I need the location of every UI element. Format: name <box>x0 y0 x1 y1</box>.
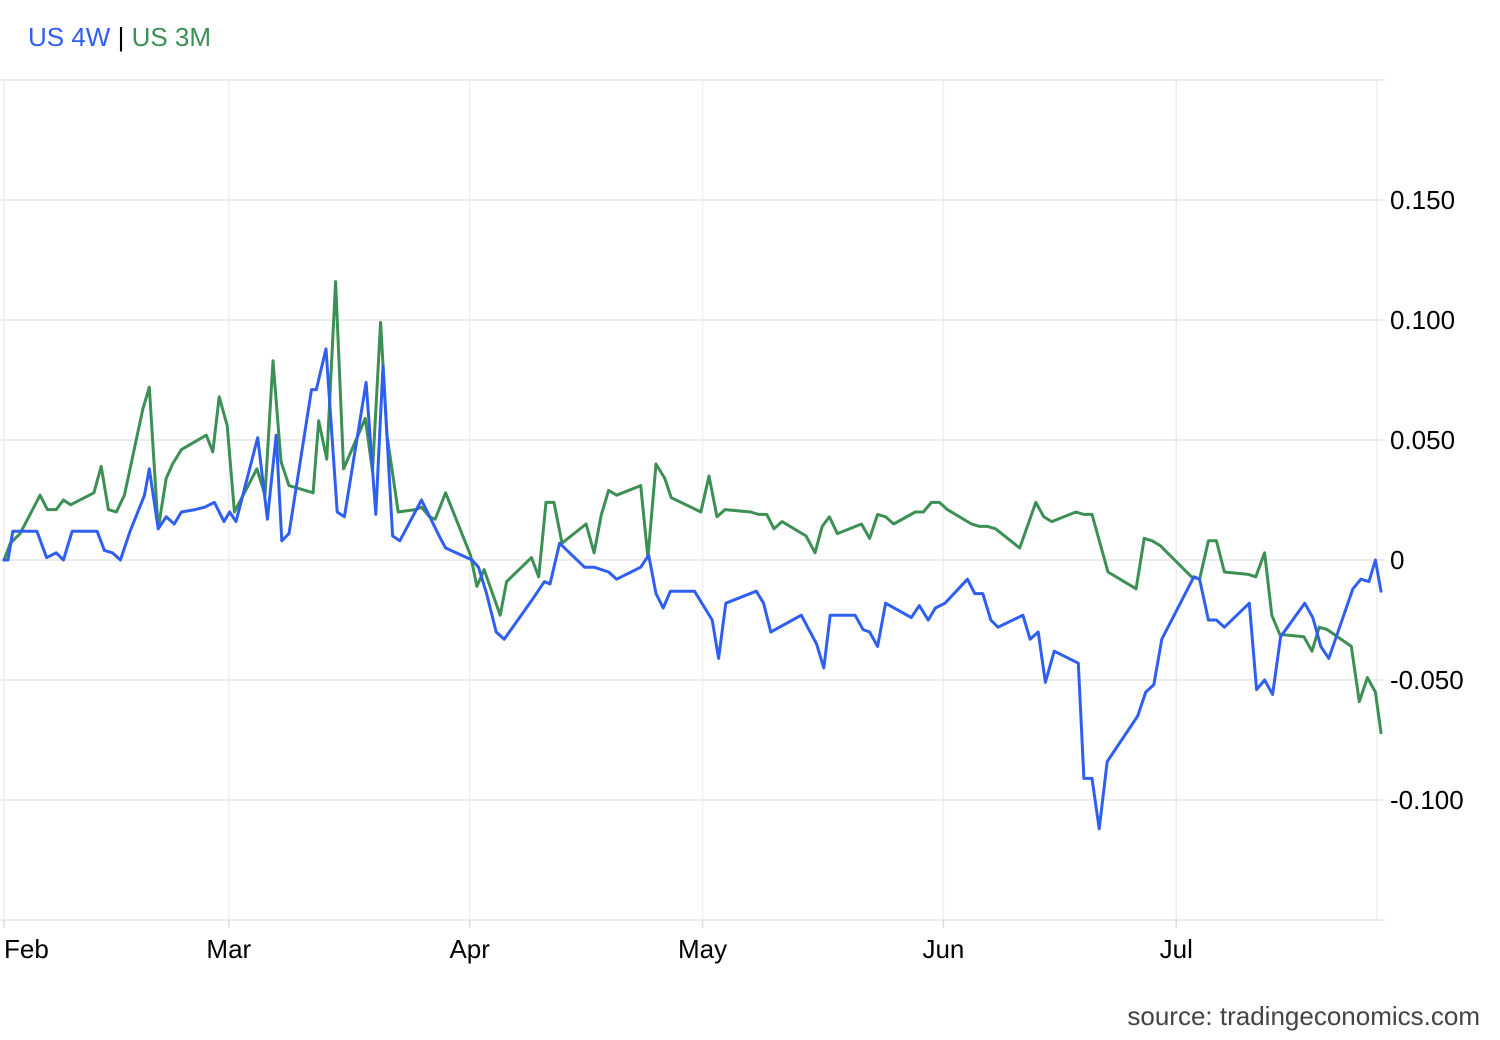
series-line-us-3m[interactable] <box>2 280 1383 735</box>
y-tick-label: 0.050 <box>1390 425 1455 455</box>
x-tick-label: Feb <box>4 934 49 964</box>
y-tick-label: -0.100 <box>1390 785 1464 815</box>
y-tick-label: 0 <box>1390 545 1404 575</box>
x-tick-label: May <box>678 934 727 964</box>
x-tick-label: Apr <box>449 934 490 964</box>
x-tick-label: Jul <box>1160 934 1193 964</box>
x-tick-label: Jun <box>922 934 964 964</box>
legend-series-0[interactable]: US 4W <box>28 22 111 52</box>
x-tick-label: Mar <box>206 934 251 964</box>
grid <box>0 79 1385 928</box>
y-tick-label: -0.050 <box>1390 665 1464 695</box>
line-chart: 0.150 0.100 0.050 0 -0.050 -0.100 Feb Mar Apr May… <box>0 79 1464 964</box>
source-credit[interactable]: source: tradingeconomics.com <box>1127 1001 1480 1031</box>
y-tick-label: 0.100 <box>1390 305 1455 335</box>
series <box>2 280 1383 831</box>
axes: 0.150 0.100 0.050 0 -0.050 -0.100 Feb Mar Apr May… <box>4 185 1464 964</box>
chart-legend: US 4W | US 3M <box>28 22 211 53</box>
series-line-us-4w[interactable] <box>2 347 1383 831</box>
legend-series-1[interactable]: US 3M <box>131 22 212 52</box>
legend-separator: | <box>117 22 125 52</box>
y-tick-label: 0.150 <box>1390 185 1455 215</box>
